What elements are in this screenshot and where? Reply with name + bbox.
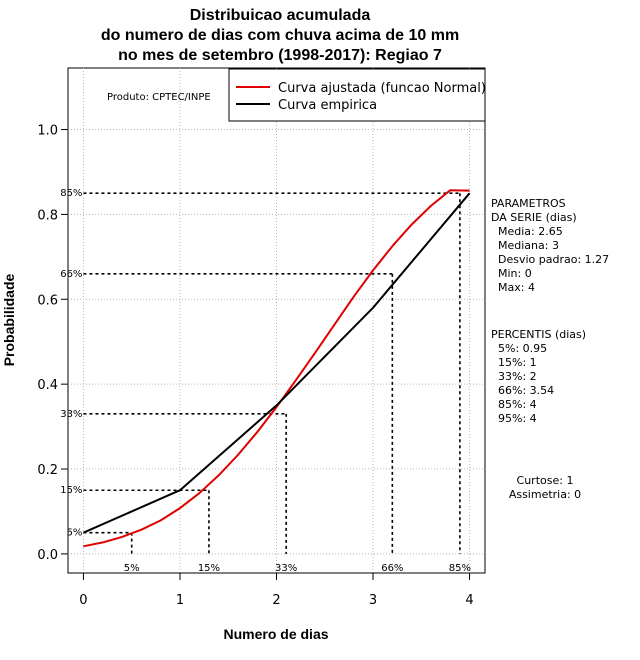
percentil-5: 5%: 0.95 <box>498 342 547 355</box>
y-tick-label-2: 0.4 <box>37 378 58 393</box>
parametro-mediana: Mediana: 3 <box>498 239 559 252</box>
parametro-media: Media: 2.65 <box>498 225 563 238</box>
percentis-heading: PERCENTIS (dias) <box>491 328 586 341</box>
y-tick-label-3: 0.6 <box>37 293 58 308</box>
x-tick-label-0: 0 <box>79 593 87 608</box>
parametro-min: Min: 0 <box>498 267 532 280</box>
guide-label-y-85%: 85% <box>60 188 82 199</box>
parametros-heading-1: PARAMETROS <box>491 197 566 210</box>
guide-label-y-15%: 15% <box>60 485 82 496</box>
guide-label-y-5%: 5% <box>67 528 83 539</box>
x-tick-label-3: 3 <box>369 593 377 608</box>
guide-label-x-15%: 15% <box>198 563 220 574</box>
parametro-max: Max: 4 <box>498 281 535 294</box>
x-tick-label-1: 1 <box>176 593 184 608</box>
y-tick-label-1: 0.2 <box>37 463 58 478</box>
y-axis: 0.0 0.2 0.4 0.6 0.8 1.0 <box>37 124 68 563</box>
legend: Curva ajustada (funcao Normal) Curva emp… <box>228 68 486 122</box>
series-layer <box>82 189 471 548</box>
grid-lines <box>68 68 485 573</box>
guide-label-y-66%: 66% <box>60 269 82 280</box>
title-line-1: Distribuicao acumulada <box>190 7 371 24</box>
x-axis-title: Numero de dias <box>223 626 328 642</box>
chart-title: Distribuicao acumulada do numero de dias… <box>101 7 459 64</box>
parametro-desvio: Desvio padrao: 1.27 <box>498 253 609 266</box>
percentil-85: 85%: 4 <box>498 398 537 411</box>
percentile-guides: 5% 5% 15% 15% 33% 33% 66% 66% 85% 85% <box>60 188 471 574</box>
legend-label-empirical: Curva empirica <box>278 98 377 113</box>
y-tick-label-0: 0.0 <box>37 548 58 563</box>
y-axis-title: Probabilidade <box>1 274 17 367</box>
percentis-panel: PERCENTIS (dias) 5%: 0.95 15%: 1 33%: 2 … <box>491 328 586 425</box>
parametros-panel: PARAMETROS DA SERIE (dias) Media: 2.65 M… <box>491 197 609 294</box>
guide-label-y-33%: 33% <box>60 409 82 420</box>
percentil-66: 66%: 3.54 <box>498 384 554 397</box>
title-line-2: do numero de dias com chuva acima de 10 … <box>101 27 459 44</box>
parametros-heading-2: DA SERIE (dias) <box>491 211 577 224</box>
percentil-15: 15%: 1 <box>498 356 537 369</box>
x-tick-label-4: 4 <box>465 593 473 608</box>
stat-curtose: Curtose: 1 <box>517 474 574 487</box>
y-tick-label-5: 1.0 <box>37 124 58 139</box>
legend-box <box>228 68 486 122</box>
guide-label-x-66%: 66% <box>381 563 403 574</box>
stats-panel: Curtose: 1 Assimetria: 0 <box>509 474 581 501</box>
series-empirical <box>82 192 471 534</box>
series-fitted-normal <box>83 189 470 548</box>
guide-label-x-5%: 5% <box>124 563 140 574</box>
guide-label-x-85%: 85% <box>449 563 471 574</box>
title-line-3: no mes de setembro (1998-2017): Regiao 7 <box>118 47 442 64</box>
percentil-95: 95%: 4 <box>498 412 537 425</box>
legend-label-fitted: Curva ajustada (funcao Normal) <box>278 81 486 96</box>
product-label: Produto: CPTEC/INPE <box>107 92 211 103</box>
stat-assimetria: Assimetria: 0 <box>509 488 581 501</box>
percentil-33: 33%: 2 <box>498 370 537 383</box>
y-tick-label-4: 0.8 <box>37 208 58 223</box>
guide-label-x-33%: 33% <box>275 563 297 574</box>
x-axis: 0 1 2 3 4 <box>79 572 474 608</box>
x-tick-label-2: 2 <box>272 593 280 608</box>
